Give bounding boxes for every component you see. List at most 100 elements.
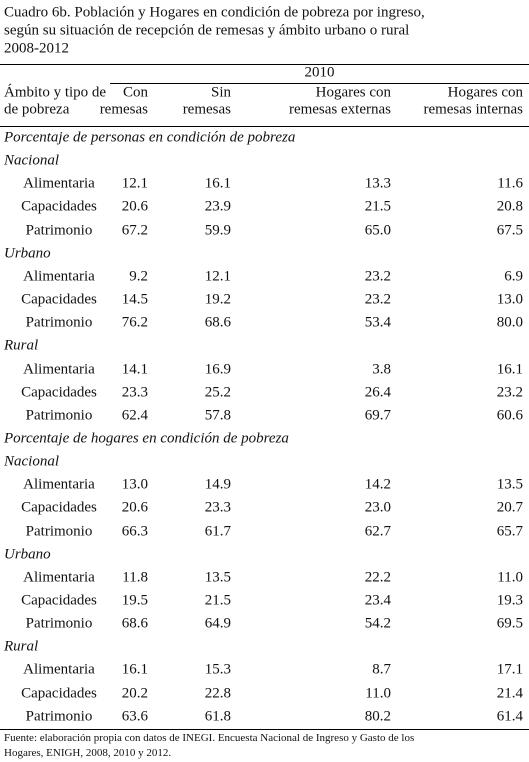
cell-value: 26.4: [364, 384, 391, 401]
group-title: Urbano: [4, 245, 51, 262]
cell-value: 14.2: [364, 476, 391, 493]
cell-value: 67.2: [121, 222, 148, 239]
row-label: Patrimonio: [25, 615, 93, 632]
cell-value: 23.0: [364, 499, 391, 516]
header-cell: Con: [122, 84, 148, 101]
row-label: Alimentaria: [23, 268, 95, 285]
cell-value: 23.2: [496, 384, 523, 401]
cell-value: 13.0: [121, 476, 148, 493]
cell-value: 25.2: [204, 384, 231, 401]
cell-value: 19.5: [121, 592, 148, 609]
cell-value: 23.2: [364, 291, 391, 308]
cell-value: 21.5: [204, 592, 231, 609]
cell-value: 16.1: [121, 661, 148, 678]
year-header: 2010: [304, 64, 335, 81]
cell-value: 11.8: [122, 569, 148, 586]
cell-value: 65.7: [496, 523, 523, 540]
cell-value: 20.2: [121, 685, 148, 702]
header-cell: Hogares con: [315, 84, 391, 101]
bottom-rule: [0, 729, 529, 730]
cell-value: 20.8: [496, 198, 523, 215]
group-title: Rural: [4, 337, 39, 354]
cell-value: 17.1: [496, 661, 523, 678]
cell-value: 23.4: [364, 592, 391, 609]
cell-value: 9.2: [129, 268, 148, 285]
cell-value: 76.2: [121, 314, 148, 331]
row-label: Alimentaria: [23, 476, 95, 493]
header-rule: [0, 126, 529, 127]
cell-value: 61.7: [204, 523, 231, 540]
cell-value: 12.1: [204, 268, 231, 285]
row-label: Alimentaria: [23, 175, 95, 192]
footnote-line: Hogares, ENIGH, 2008, 2010 y 2012.: [4, 747, 172, 759]
cell-value: 20.6: [121, 198, 148, 215]
cell-value: 64.9: [204, 615, 231, 632]
year-rule: [110, 83, 529, 84]
cell-value: 65.0: [364, 222, 391, 239]
row-label: Alimentaria: [23, 661, 95, 678]
section-title: Porcentaje de hogares en condición de po…: [4, 430, 289, 447]
cell-value: 80.0: [496, 314, 523, 331]
cell-value: 12.1: [121, 175, 148, 192]
header-cell: remesas externas: [288, 101, 391, 118]
section-title: Porcentaje de personas en condición de p…: [4, 129, 296, 146]
cell-value: 19.3: [496, 592, 523, 609]
row-label: Capacidades: [21, 499, 97, 516]
cell-value: 13.5: [496, 476, 523, 493]
cell-value: 69.7: [364, 407, 391, 424]
cell-value: 11.0: [497, 569, 523, 586]
cell-value: 62.7: [364, 523, 391, 540]
cell-value: 13.5: [204, 569, 231, 586]
cell-value: 23.3: [204, 499, 231, 516]
cell-value: 53.4: [364, 314, 391, 331]
row-label: Patrimonio: [25, 708, 93, 725]
cell-value: 62.4: [121, 407, 148, 424]
cell-value: 22.2: [364, 569, 391, 586]
cell-value: 14.5: [121, 291, 148, 308]
header-cell: Hogares con: [447, 84, 523, 101]
row-label: Patrimonio: [25, 222, 93, 239]
cell-value: 14.9: [204, 476, 231, 493]
cell-value: 22.8: [204, 685, 231, 702]
cell-value: 16.9: [204, 361, 231, 377]
cell-value: 23.9: [204, 198, 231, 215]
cell-value: 13.0: [496, 291, 523, 308]
header-cell: Sin: [210, 84, 231, 101]
cell-value: 11.6: [497, 175, 523, 192]
title-line: según su situación de recepción de remes…: [4, 22, 410, 39]
cell-value: 66.3: [121, 523, 148, 540]
cell-value: 11.0: [365, 685, 391, 702]
header-cell: remesas internas: [423, 101, 523, 118]
cell-value: 60.6: [496, 407, 523, 424]
cell-value: 21.5: [364, 198, 391, 215]
header-cell: remesas: [182, 101, 231, 118]
cell-value: 68.6: [204, 314, 231, 331]
cell-value: 80.2: [364, 708, 391, 725]
cell-value: 20.6: [121, 499, 148, 516]
row-label: Capacidades: [21, 384, 97, 401]
cell-value: 6.9: [504, 268, 523, 285]
cell-value: 61.4: [496, 708, 523, 725]
cell-value: 54.2: [364, 615, 391, 632]
cell-value: 16.1: [204, 175, 231, 192]
row-label: Capacidades: [21, 198, 97, 215]
header-cell: Ámbito y tipo de: [4, 84, 107, 101]
cell-value: 19.2: [204, 291, 231, 308]
group-title: Urbano: [4, 546, 51, 563]
cell-value: 16.1: [496, 361, 523, 377]
cell-value: 20.7: [496, 499, 523, 516]
cell-value: 63.6: [121, 708, 148, 725]
cell-value: 14.1: [121, 361, 148, 377]
cell-value: 23.2: [364, 268, 391, 285]
row-label: Patrimonio: [25, 407, 93, 424]
cell-value: 8.7: [372, 661, 391, 678]
header-cell: remesas: [99, 101, 148, 118]
cell-value: 23.3: [121, 384, 148, 401]
header-cell: de pobreza: [4, 101, 70, 118]
row-label: Capacidades: [21, 291, 97, 308]
cell-value: 13.3: [364, 175, 391, 192]
title-line: Cuadro 6b. Población y Hogares en condic…: [4, 4, 425, 21]
cell-value: 15.3: [204, 661, 231, 678]
row-label: Patrimonio: [25, 523, 93, 540]
footnote-line: Fuente: elaboración propia con datos de …: [4, 732, 415, 744]
